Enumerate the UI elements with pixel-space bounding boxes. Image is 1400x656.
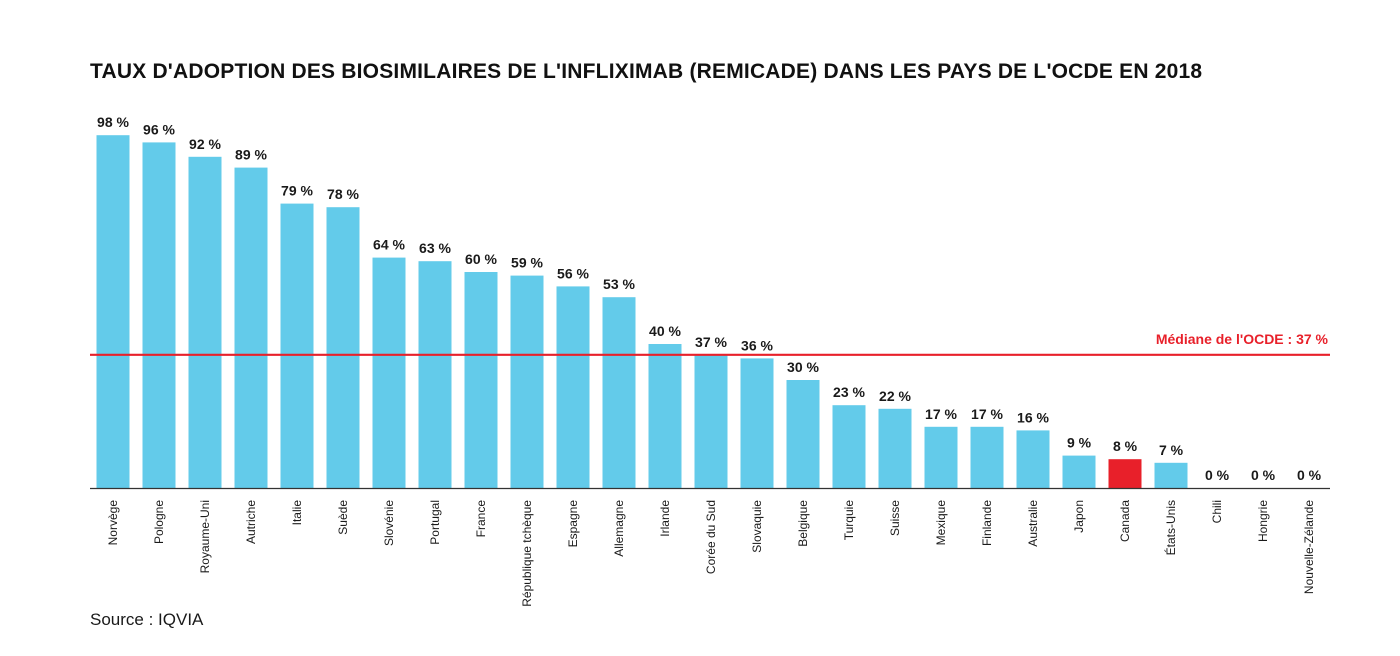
source-note: Source : IQVIA: [90, 610, 204, 629]
bar-france: [464, 272, 498, 488]
category-label-espagne: Espagne: [566, 500, 580, 548]
category-label-pologne: Pologne: [152, 500, 166, 544]
bars-group: [96, 135, 1188, 489]
median-label: Médiane de l'OCDE : 37 %: [1156, 331, 1329, 347]
value-label-republique-tcheque: 59 %: [511, 255, 543, 271]
category-label-canada: Canada: [1118, 500, 1132, 542]
value-label-allemagne: 53 %: [603, 276, 635, 292]
bar-finlande: [970, 426, 1004, 488]
value-label-france: 60 %: [465, 251, 497, 267]
category-label-etats-unis: États-Unis: [1163, 500, 1178, 555]
value-label-autriche: 89 %: [235, 147, 267, 163]
category-label-australie: Australie: [1026, 500, 1040, 547]
value-label-suede: 78 %: [327, 186, 359, 202]
value-label-slovaquie: 36 %: [741, 337, 773, 353]
bar-turquie: [832, 405, 866, 488]
value-label-portugal: 63 %: [419, 240, 451, 256]
category-label-allemagne: Allemagne: [612, 500, 626, 557]
category-label-japon: Japon: [1072, 500, 1086, 533]
category-label-mexique: Mexique: [934, 500, 948, 546]
value-label-finlande: 17 %: [971, 406, 1003, 422]
value-label-turquie: 23 %: [833, 384, 865, 400]
category-label-chili: Chili: [1210, 500, 1224, 523]
value-label-slovenie: 64 %: [373, 237, 405, 253]
bar-italie: [280, 203, 314, 488]
category-labels-group: Norvège Pologne Royaume-Uni Autriche Italie S…: [106, 500, 1316, 607]
value-label-hongrie: 0 %: [1251, 467, 1276, 483]
value-label-etats-unis: 7 %: [1159, 442, 1184, 458]
bar-republique-tcheque: [510, 275, 544, 488]
value-labels-group: 98 % 96 % 92 % 89 % 79 % 78 % 64 % 63 % 60 % 59 %…: [97, 114, 1322, 483]
category-label-slovaquie: Slovaquie: [750, 500, 764, 553]
value-label-coree-du-sud: 37 %: [695, 334, 727, 350]
value-label-espagne: 56 %: [557, 265, 589, 281]
bar-japon: [1062, 455, 1096, 488]
value-label-royaume-uni: 92 %: [189, 136, 221, 152]
bar-pologne: [142, 142, 176, 488]
bar-autriche: [234, 167, 268, 488]
bar-etats-unis: [1154, 462, 1188, 488]
bar-portugal: [418, 261, 452, 488]
category-label-slovenie: Slovénie: [382, 500, 396, 546]
chart-title: TAUX D'ADOPTION DES BIOSIMILAIRES DE L'I…: [90, 60, 1203, 83]
value-label-japon: 9 %: [1067, 435, 1092, 451]
bar-irlande: [648, 344, 682, 488]
bar-belgique: [786, 380, 820, 488]
category-label-suisse: Suisse: [888, 500, 902, 536]
category-label-norvege: Norvège: [106, 500, 120, 546]
bar-australie: [1016, 430, 1050, 488]
bar-suisse: [878, 408, 912, 488]
bar-norvege: [96, 135, 130, 488]
category-label-belgique: Belgique: [796, 500, 810, 547]
category-label-coree-du-sud: Corée du Sud: [704, 500, 718, 574]
category-label-suede: Suède: [336, 500, 350, 535]
category-label-republique-tcheque: République tchèque: [520, 500, 534, 607]
bar-coree-du-sud: [694, 354, 728, 488]
category-label-autriche: Autriche: [244, 500, 258, 544]
category-label-irlande: Irlande: [658, 500, 672, 537]
bar-slovaquie: [740, 358, 774, 488]
value-label-australie: 16 %: [1017, 409, 1049, 425]
category-label-finlande: Finlande: [980, 500, 994, 546]
value-label-italie: 79 %: [281, 183, 313, 199]
category-label-portugal: Portugal: [428, 500, 442, 545]
bar-allemagne: [602, 297, 636, 488]
value-label-suisse: 22 %: [879, 388, 911, 404]
value-label-pologne: 96 %: [143, 121, 175, 137]
value-label-nouvelle-zelande: 0 %: [1297, 467, 1322, 483]
category-label-france: France: [474, 500, 488, 538]
bar-canada: [1108, 459, 1142, 488]
bar-royaume-uni: [188, 156, 222, 489]
bar-espagne: [556, 286, 590, 488]
value-label-canada: 8 %: [1113, 438, 1138, 454]
value-label-mexique: 17 %: [925, 406, 957, 422]
value-label-belgique: 30 %: [787, 359, 819, 375]
category-label-nouvelle-zelande: Nouvelle-Zélande: [1302, 500, 1316, 594]
category-label-turquie: Turquie: [842, 500, 856, 541]
category-label-hongrie: Hongrie: [1256, 500, 1270, 542]
bar-suede: [326, 207, 360, 488]
value-label-norvege: 98 %: [97, 114, 129, 130]
bar-slovenie: [372, 257, 406, 488]
category-label-italie: Italie: [290, 500, 304, 526]
category-label-royaume-uni: Royaume-Uni: [198, 500, 212, 573]
value-label-chili: 0 %: [1205, 467, 1230, 483]
bar-mexique: [924, 426, 958, 488]
value-label-irlande: 40 %: [649, 323, 681, 339]
